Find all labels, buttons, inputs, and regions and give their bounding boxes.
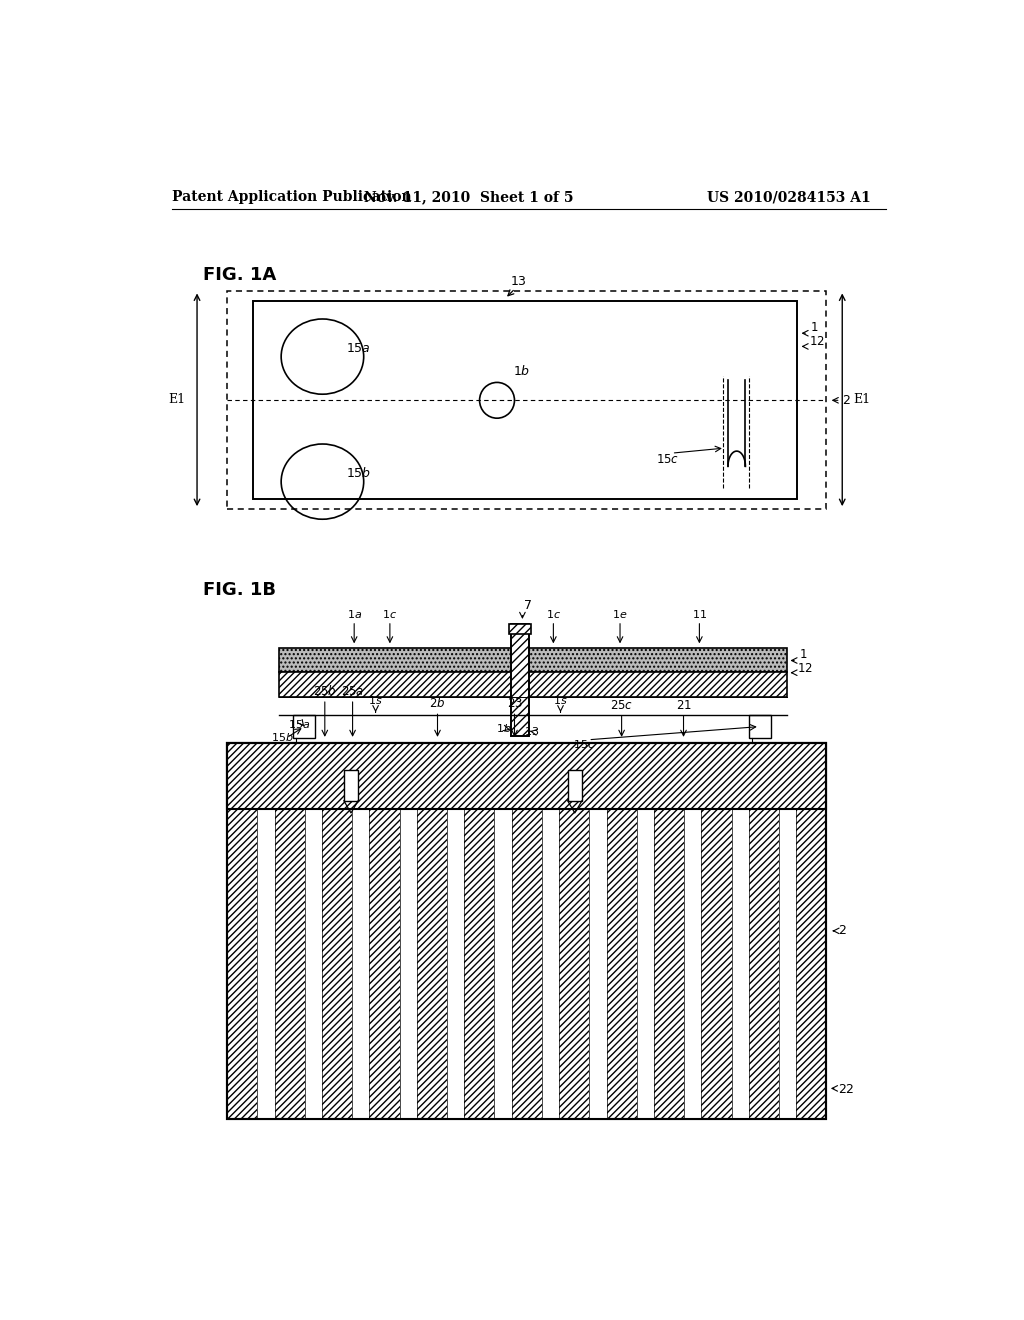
Bar: [542, 809, 559, 1119]
Bar: [749, 715, 771, 738]
Bar: [279, 648, 786, 672]
Text: $\it{15b}$: $\it{15b}$: [271, 731, 294, 743]
Text: Patent Application Publication: Patent Application Publication: [172, 190, 412, 205]
Text: Nov. 11, 2010  Sheet 1 of 5: Nov. 11, 2010 Sheet 1 of 5: [365, 190, 574, 205]
Text: $\it{23}$: $\it{23}$: [507, 697, 522, 710]
Bar: [257, 809, 274, 1119]
Bar: [253, 301, 797, 499]
Text: $\it{25b}$: $\it{25b}$: [313, 684, 337, 698]
Text: $\it{15a}$: $\it{15a}$: [288, 718, 309, 730]
Text: $\it{13}$: $\it{13}$: [523, 725, 539, 737]
Bar: [227, 743, 826, 809]
Text: $\it{1a}$: $\it{1a}$: [346, 607, 361, 620]
Text: $\it{25c}$: $\it{25c}$: [610, 700, 633, 713]
Bar: [589, 809, 606, 1119]
Text: FIG. 1A: FIG. 1A: [204, 267, 276, 284]
Text: $\it{2}$: $\it{2}$: [842, 393, 851, 407]
Text: $\it{1b}$: $\it{1b}$: [513, 364, 530, 378]
Text: $\it{15a}$: $\it{15a}$: [346, 342, 371, 355]
Bar: [305, 809, 322, 1119]
Bar: [352, 809, 370, 1119]
Text: $\it{22}$: $\it{22}$: [839, 1084, 855, 1097]
Text: $\it{1}$: $\it{1}$: [799, 648, 807, 661]
Text: $\it{15c}$: $\it{15c}$: [573, 738, 595, 750]
Text: $\it{15c}$: $\it{15c}$: [655, 453, 679, 466]
Bar: [511, 624, 528, 735]
Text: $\it{7}$: $\it{7}$: [522, 599, 531, 611]
Text: US 2010/0284153 A1: US 2010/0284153 A1: [708, 190, 871, 205]
Text: $\it{12}$: $\it{12}$: [809, 335, 824, 348]
Text: $\it{13}$: $\it{13}$: [510, 276, 527, 289]
Text: $\it{11}$: $\it{11}$: [692, 607, 707, 620]
Bar: [684, 809, 701, 1119]
Text: $\it{21}$: $\it{21}$: [676, 700, 691, 713]
Text: $\it{1}$: $\it{1}$: [811, 321, 819, 334]
Text: $\it{12}$: $\it{12}$: [797, 661, 813, 675]
Bar: [731, 809, 749, 1119]
Text: $\it{1c}$: $\it{1c}$: [546, 607, 561, 620]
Bar: [509, 624, 531, 634]
Bar: [227, 743, 826, 1119]
Bar: [279, 672, 786, 697]
Text: $\it{1s}$: $\it{1s}$: [553, 694, 568, 706]
Text: FIG. 1B: FIG. 1B: [204, 581, 276, 599]
Bar: [293, 715, 315, 738]
Bar: [344, 771, 358, 801]
Bar: [779, 809, 797, 1119]
Bar: [495, 809, 512, 1119]
Text: $\it{2b}$: $\it{2b}$: [429, 696, 445, 710]
Text: E1: E1: [854, 393, 870, 407]
Bar: [399, 809, 417, 1119]
Text: $\it{25a}$: $\it{25a}$: [341, 685, 365, 698]
Text: E1: E1: [169, 393, 185, 407]
Text: $\it{15b}$: $\it{15b}$: [346, 466, 372, 479]
Text: $\it{1b}$: $\it{1b}$: [497, 722, 512, 734]
Text: $\it{1e}$: $\it{1e}$: [612, 607, 628, 620]
Bar: [227, 743, 826, 1119]
Bar: [567, 771, 582, 801]
Text: $\it{1s}$: $\it{1s}$: [369, 694, 383, 706]
Text: $\it{2}$: $\it{2}$: [839, 924, 847, 937]
Text: $\it{1c}$: $\it{1c}$: [382, 607, 397, 620]
Bar: [227, 290, 826, 510]
Bar: [447, 809, 464, 1119]
Bar: [637, 809, 654, 1119]
